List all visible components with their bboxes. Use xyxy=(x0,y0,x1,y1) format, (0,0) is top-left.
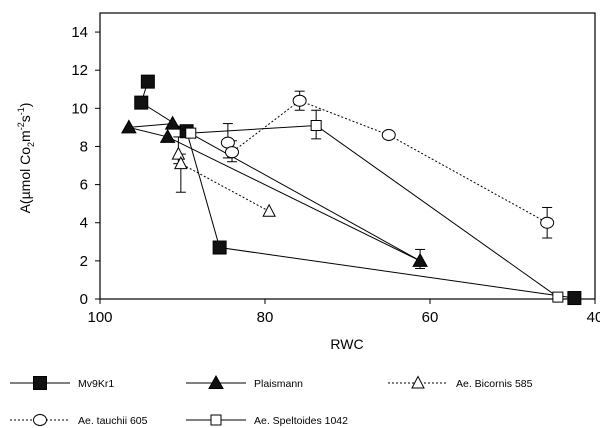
y-tick-label: 8 xyxy=(80,138,88,155)
legend-marker xyxy=(210,414,222,426)
y-tick-label: 4 xyxy=(80,215,88,232)
data-point xyxy=(552,291,564,303)
data-point xyxy=(171,146,186,160)
series-3 xyxy=(220,90,555,239)
y-axis-title-sub: 2 xyxy=(26,142,36,147)
legend-marker xyxy=(411,375,425,389)
legend-label: Ae. tauchii 605 xyxy=(78,415,148,427)
y-axis-title-mid: m xyxy=(17,130,33,142)
y-tick-label: 10 xyxy=(71,100,88,117)
legend-item-0: Mv9Kr1 xyxy=(10,376,114,390)
series-line xyxy=(177,153,270,212)
y-axis-title-end: ) xyxy=(17,103,33,108)
data-point xyxy=(121,119,137,134)
x-axis-title: RWC xyxy=(330,336,363,352)
series-line xyxy=(128,126,421,262)
data-point xyxy=(540,216,555,229)
x-tick-label: 40 xyxy=(587,309,600,326)
legend: Mv9Kr1 Plaismann Ae. Bicornis 585 Ae. tauch… xyxy=(10,374,533,427)
legend-item-1: Plaismann xyxy=(186,374,303,390)
data-point xyxy=(140,74,155,89)
y-tick-label: 0 xyxy=(80,291,88,308)
x-tick-label: 60 xyxy=(422,309,439,326)
legend-item-4: Ae. Speltoides 1042 xyxy=(186,414,348,427)
series-0 xyxy=(134,74,582,306)
legend-item-3: Ae. tauchii 605 xyxy=(10,414,148,427)
legend-label: Mv9Kr1 xyxy=(78,378,114,390)
data-point xyxy=(262,203,276,217)
series-line xyxy=(190,124,559,298)
series-1 xyxy=(121,115,428,269)
plot-frame xyxy=(99,12,596,300)
y-tick-label: 14 xyxy=(71,24,88,41)
data-point xyxy=(567,291,582,306)
series-line xyxy=(227,100,548,224)
x-tick-label: 80 xyxy=(257,309,274,326)
y-axis-title-mid2: s xyxy=(17,115,33,122)
data-point xyxy=(412,252,428,267)
legend-label: Ae. Bicornis 585 xyxy=(456,378,533,390)
data-point xyxy=(159,128,176,143)
data-point xyxy=(212,240,227,255)
y-tick-label: 6 xyxy=(80,177,88,194)
data-point xyxy=(174,156,188,170)
data-point xyxy=(164,115,181,130)
legend-label: Ae. Speltoides 1042 xyxy=(254,415,348,427)
series-line xyxy=(186,131,575,299)
data-point xyxy=(225,146,239,159)
legend-item-2: Ae. Bicornis 585 xyxy=(388,375,533,390)
legend-marker xyxy=(33,414,47,426)
series-line xyxy=(128,123,421,262)
legend-marker xyxy=(33,376,47,390)
y-axis-title-main: A(µmol Co xyxy=(17,147,33,214)
data-point xyxy=(381,129,396,142)
y-axis-title: A(µmol Co2m-2s-1) xyxy=(16,103,36,214)
data-point xyxy=(310,119,322,131)
legend-marker xyxy=(208,374,224,389)
y-tick-label: 2 xyxy=(80,253,88,270)
legend-label: Plaismann xyxy=(254,378,303,390)
series-4 xyxy=(185,109,564,303)
data-point xyxy=(134,95,149,110)
data-point xyxy=(292,94,307,107)
y-tick-label: 12 xyxy=(71,62,88,79)
series-layer xyxy=(121,74,582,306)
axes: 100 80 60 40 0 2 4 6 8 10 12 14 xyxy=(71,12,600,326)
y-axis-title-sup1: -2 xyxy=(16,122,26,130)
series-line xyxy=(140,102,187,132)
series-2 xyxy=(171,136,276,217)
x-tick-label: 100 xyxy=(87,309,112,326)
y-axis-title-sup2: -1 xyxy=(16,107,26,115)
data-point xyxy=(185,127,197,139)
